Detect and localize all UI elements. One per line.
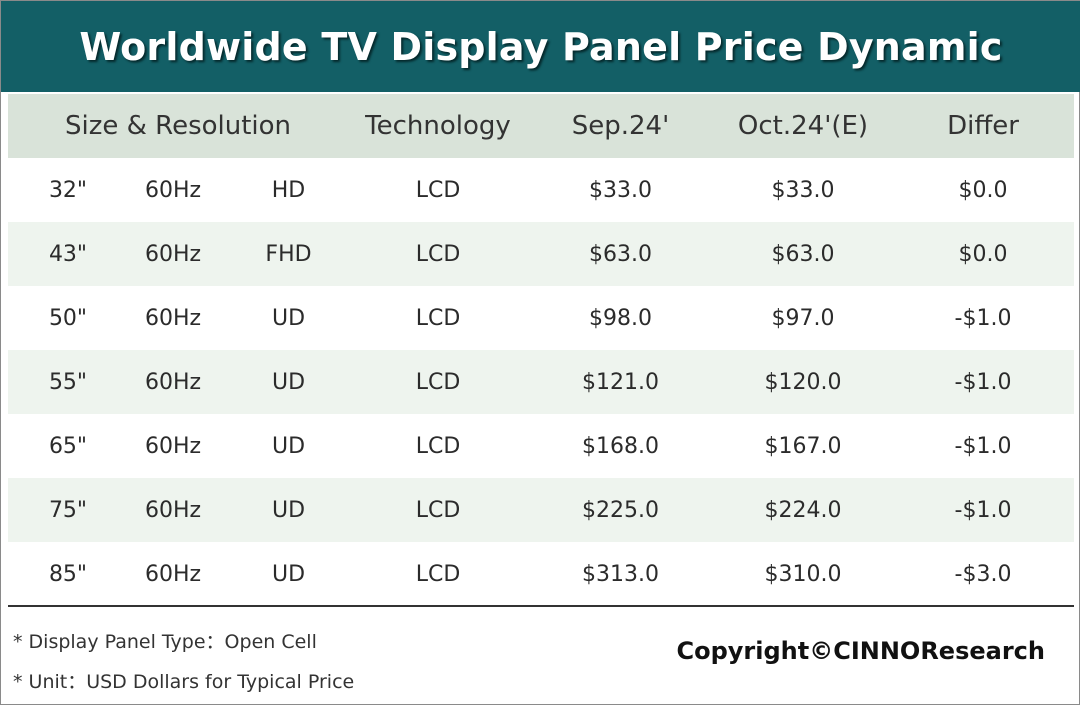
cell-oct-price: $310.0 bbox=[764, 561, 842, 587]
cell-differ: -$1.0 bbox=[954, 369, 1012, 395]
note-panel-type: * Display Panel Type：Open Cell bbox=[13, 631, 317, 653]
cell-refresh: 60Hz bbox=[144, 177, 202, 203]
cell-size: 75" bbox=[48, 497, 88, 523]
cell-oct-price: $33.0 bbox=[771, 177, 835, 203]
table-row: 85" 60Hz UD LCD $313.0 $310.0 -$3.0 bbox=[8, 542, 1074, 606]
cell-size: 32" bbox=[48, 177, 88, 203]
cell-oct-price: $224.0 bbox=[764, 497, 842, 523]
cell-resolution: UD bbox=[271, 433, 306, 459]
header-technology: Technology bbox=[365, 111, 511, 141]
cell-refresh: 60Hz bbox=[144, 433, 202, 459]
header-oct: Oct.24'(E) bbox=[737, 111, 869, 141]
cell-differ: -$1.0 bbox=[954, 433, 1012, 459]
cell-size: 43" bbox=[48, 241, 88, 267]
cell-differ: $0.0 bbox=[958, 241, 1008, 267]
cell-sep-price: $225.0 bbox=[582, 497, 659, 523]
cell-sep-price: $63.0 bbox=[589, 241, 652, 267]
cell-oct-price: $97.0 bbox=[771, 305, 835, 331]
cell-technology: LCD bbox=[415, 241, 461, 267]
cell-technology: LCD bbox=[415, 433, 461, 459]
cell-oct-price: $167.0 bbox=[764, 433, 842, 459]
copyright-label: Copyright©CINNOResearch bbox=[676, 637, 1045, 665]
cell-refresh: 60Hz bbox=[144, 497, 202, 523]
cell-refresh: 60Hz bbox=[144, 561, 202, 587]
header-differ: Differ bbox=[947, 111, 1019, 141]
cell-technology: LCD bbox=[415, 305, 461, 331]
table-row: 43" 60Hz FHD LCD $63.0 $63.0 $0.0 bbox=[8, 222, 1074, 286]
cell-differ: -$3.0 bbox=[954, 561, 1012, 587]
cell-sep-price: $313.0 bbox=[582, 561, 659, 587]
cell-resolution: FHD bbox=[265, 241, 312, 267]
cell-sep-price: $168.0 bbox=[582, 433, 659, 459]
title-bar: Worldwide TV Display Panel Price Dynamic bbox=[1, 1, 1080, 92]
table-header-row: Size & Resolution Technology Sep.24' Oct… bbox=[8, 94, 1074, 158]
cell-technology: LCD bbox=[415, 177, 461, 203]
cell-refresh: 60Hz bbox=[144, 241, 202, 267]
cell-sep-price: $98.0 bbox=[589, 305, 652, 331]
price-table: Size & Resolution Technology Sep.24' Oct… bbox=[8, 94, 1074, 606]
cell-size: 55" bbox=[48, 369, 88, 395]
table-row: 50" 60Hz UD LCD $98.0 $97.0 -$1.0 bbox=[8, 286, 1074, 350]
cell-oct-price: $63.0 bbox=[771, 241, 835, 267]
cell-resolution: UD bbox=[271, 561, 306, 587]
cell-refresh: 60Hz bbox=[144, 305, 202, 331]
cell-resolution: UD bbox=[271, 305, 306, 331]
cell-differ: $0.0 bbox=[958, 177, 1008, 203]
cell-technology: LCD bbox=[415, 497, 461, 523]
cell-size: 85" bbox=[48, 561, 88, 587]
cell-resolution: UD bbox=[271, 369, 306, 395]
table-bottom-divider bbox=[8, 605, 1074, 607]
cell-size: 65" bbox=[48, 433, 88, 459]
table-row: 65" 60Hz UD LCD $168.0 $167.0 -$1.0 bbox=[8, 414, 1074, 478]
cell-oct-price: $120.0 bbox=[764, 369, 842, 395]
cell-refresh: 60Hz bbox=[144, 369, 202, 395]
cell-technology: LCD bbox=[415, 561, 461, 587]
table-row: 55" 60Hz UD LCD $121.0 $120.0 -$1.0 bbox=[8, 350, 1074, 414]
table-row: 75" 60Hz UD LCD $225.0 $224.0 -$1.0 bbox=[8, 478, 1074, 542]
table-row: 32" 60Hz HD LCD $33.0 $33.0 $0.0 bbox=[8, 158, 1074, 222]
cell-resolution: HD bbox=[271, 177, 306, 203]
cell-differ: -$1.0 bbox=[954, 497, 1012, 523]
cell-differ: -$1.0 bbox=[954, 305, 1012, 331]
header-size-resolution: Size & Resolution bbox=[65, 111, 292, 141]
cell-technology: LCD bbox=[415, 369, 461, 395]
cell-sep-price: $33.0 bbox=[589, 177, 652, 203]
cell-sep-price: $121.0 bbox=[582, 369, 659, 395]
note-unit: * Unit：USD Dollars for Typical Price bbox=[13, 671, 355, 693]
header-sep: Sep.24' bbox=[571, 111, 670, 141]
cell-size: 50" bbox=[48, 305, 88, 331]
cell-resolution: UD bbox=[271, 497, 306, 523]
page-title: Worldwide TV Display Panel Price Dynamic bbox=[79, 24, 1003, 69]
